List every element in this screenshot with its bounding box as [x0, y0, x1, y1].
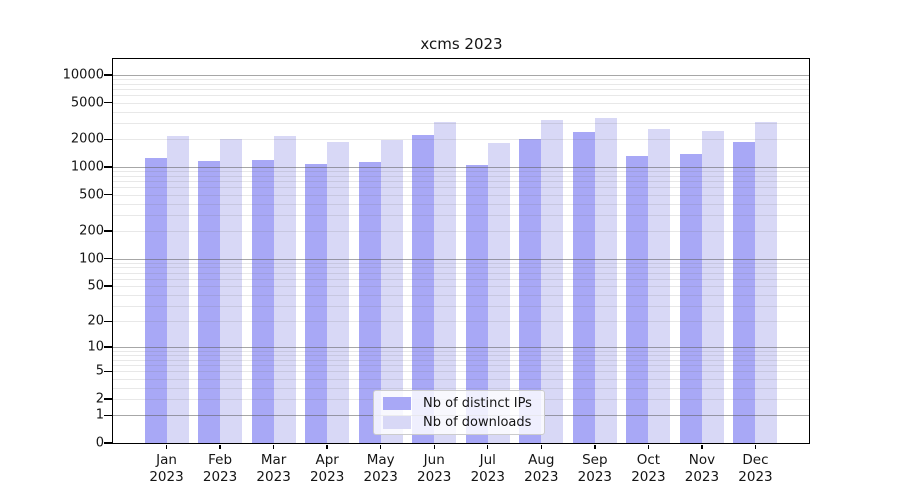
legend-swatch-distinct-ips: [383, 396, 411, 410]
gridline-minor: [113, 123, 809, 125]
x-tick-dec: [754, 444, 757, 449]
gridline-minor: [113, 79, 809, 81]
bar-nb-of-downloads-jul: [487, 143, 510, 443]
y-tick-label-100: 100: [79, 251, 104, 267]
y-tick-5: [104, 370, 112, 373]
x-tick-jan: [165, 444, 168, 449]
x-tick-label-aug: Aug 2023: [524, 452, 559, 485]
x-tick-label-jun: Jun 2023: [417, 452, 452, 485]
legend-label-distinct-ips: Nb of distinct IPs: [423, 395, 532, 411]
gridline-minor: [113, 102, 809, 104]
y-tick-label-500: 500: [79, 187, 104, 203]
y-tick-10: [104, 346, 112, 348]
y-tick-label-50: 50: [87, 278, 104, 294]
bar-nb-of-downloads-sep: [594, 118, 617, 443]
x-tick-label-mar: Mar 2023: [256, 452, 291, 485]
bar-nb-of-distinct-ips-feb: [198, 160, 221, 443]
x-tick-sep: [594, 444, 596, 449]
bar-nb-of-downloads-aug: [541, 120, 564, 443]
bar-nb-of-distinct-ips-apr: [305, 163, 328, 443]
bar-nb-of-downloads-nov: [701, 130, 724, 443]
bar-nb-of-distinct-ips-oct: [626, 155, 649, 443]
y-tick-label-5000: 5000: [70, 95, 104, 111]
bar-nb-of-downloads-oct: [648, 128, 671, 443]
x-tick-mar: [272, 444, 275, 449]
gridline-minor: [113, 111, 809, 113]
y-tick-label-10000: 10000: [62, 67, 104, 83]
y-tick-label-0: 0: [95, 435, 104, 451]
bar-nb-of-downloads-may: [380, 140, 403, 443]
x-tick-label-feb: Feb 2023: [202, 452, 238, 485]
y-tick-1: [104, 414, 112, 416]
bar-nb-of-distinct-ips-may: [358, 162, 381, 443]
x-tick-aug: [540, 444, 542, 449]
x-tick-label-oct: Oct 2023: [631, 452, 666, 485]
bar-nb-of-downloads-jan: [166, 136, 189, 443]
gridline-minor: [113, 95, 809, 97]
y-tick-label-2: 2: [95, 391, 104, 407]
bar-nb-of-distinct-ips-jul: [465, 165, 488, 443]
legend-label-downloads: Nb of downloads: [423, 414, 532, 430]
legend-item-downloads: Nb of downloads: [383, 415, 535, 430]
chart-legend: Nb of distinct IPs Nb of downloads: [373, 390, 545, 435]
bar-nb-of-downloads-jun: [434, 121, 457, 443]
bar-nb-of-distinct-ips-nov: [679, 153, 702, 443]
bar-nb-of-downloads-dec: [755, 121, 778, 443]
bar-nb-of-distinct-ips-dec: [733, 141, 756, 443]
x-tick-jun: [433, 444, 435, 449]
y-tick-200: [104, 230, 112, 232]
x-tick-label-may: May 2023: [363, 452, 398, 485]
y-tick-label-2000: 2000: [70, 131, 104, 147]
x-tick-nov: [701, 444, 703, 449]
y-tick-2: [104, 398, 112, 400]
y-tick-label-20: 20: [87, 313, 104, 329]
x-tick-label-jul: Jul 2023: [470, 452, 505, 485]
y-tick-label-1000: 1000: [70, 159, 104, 175]
y-tick-label-1: 1: [95, 407, 104, 423]
y-tick-20: [104, 320, 112, 323]
x-tick-jul: [487, 444, 489, 449]
y-tick-5000: [104, 101, 112, 104]
legend-item-distinct-ips: Nb of distinct IPs: [383, 396, 535, 411]
x-tick-label-sep: Sep 2023: [577, 452, 613, 485]
x-tick-label-dec: Dec 2023: [738, 452, 773, 485]
y-tick-label-10: 10: [87, 339, 104, 355]
x-tick-apr: [326, 444, 328, 449]
y-tick-100: [104, 257, 112, 260]
legend-swatch-downloads: [383, 415, 411, 429]
x-tick-label-jan: Jan 2023: [149, 452, 184, 485]
y-tick-500: [104, 193, 112, 196]
x-tick-may: [379, 444, 382, 449]
x-tick-feb: [219, 444, 221, 449]
gridline-major: [113, 74, 809, 76]
y-tick-50: [104, 285, 112, 287]
bar-nb-of-distinct-ips-sep: [572, 132, 595, 443]
y-tick-label-5: 5: [95, 363, 104, 379]
x-tick-oct: [647, 444, 650, 449]
bar-nb-of-distinct-ips-aug: [519, 139, 542, 443]
y-tick-2000: [104, 138, 112, 140]
y-tick-label-200: 200: [79, 223, 104, 239]
plot-area: 10000 5000 2000 1000 500 200 100 50 20 10 5 2 1 0 Jan …: [63, 58, 810, 485]
bar-nb-of-downloads-apr: [327, 141, 350, 443]
y-tick-0: [104, 442, 112, 444]
bar-nb-of-distinct-ips-mar: [251, 159, 274, 443]
x-tick-label-nov: Nov 2023: [684, 452, 720, 485]
gridline-minor: [113, 83, 809, 85]
bar-nb-of-downloads-feb: [220, 138, 243, 443]
x-tick-label-apr: Apr 2023: [309, 452, 345, 485]
bar-nb-of-downloads-mar: [273, 135, 296, 443]
bar-nb-of-distinct-ips-jan: [144, 158, 167, 443]
y-tick-10000: [104, 74, 112, 76]
y-tick-1000: [104, 166, 112, 168]
gridline-minor: [113, 89, 809, 91]
bar-nb-of-distinct-ips-jun: [412, 134, 435, 443]
chart-title: xcms 2023: [420, 35, 503, 53]
